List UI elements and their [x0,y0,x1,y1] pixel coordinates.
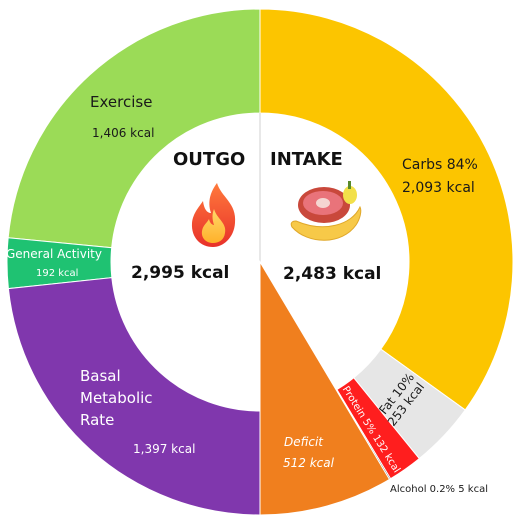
food-icon [290,181,362,241]
bmr-label-line1: Basal [80,367,121,385]
intake-title: INTAKE [270,149,343,170]
exercise-value: 1,406 kcal [92,126,154,140]
carbs-value: 2,093 kcal [402,180,475,196]
general-activity-value: 192 kcal [36,268,78,279]
intake-total: 2,483 kcal [283,264,381,284]
general-activity-label: General Activity [6,247,102,261]
bmr-label-line3: Rate [80,411,114,429]
deficit-label: Deficit [284,435,324,449]
deficit-wedge-group [259,260,391,516]
outgo-total: 2,995 kcal [131,263,229,283]
alcohol-label: Alcohol 0.2% 5 kcal [390,484,488,495]
carbs-label: Carbs 84% [402,157,478,173]
flame-icon [191,183,236,247]
bmr-label-line2: Metabolic [80,389,153,407]
segment-deficit [259,260,391,516]
outgo-title: OUTGO [173,149,245,170]
exercise-label: Exercise [90,93,152,111]
deficit-value: 512 kcal [283,456,335,470]
bmr-value: 1,397 kcal [133,442,195,456]
